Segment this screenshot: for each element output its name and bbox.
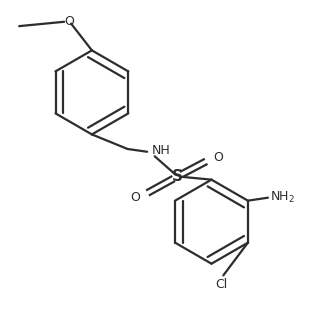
Text: O: O	[64, 15, 74, 28]
Text: NH: NH	[152, 144, 170, 157]
Text: O: O	[213, 150, 223, 164]
Text: O: O	[130, 191, 141, 204]
Text: S: S	[172, 169, 183, 184]
Text: Cl: Cl	[215, 278, 227, 291]
Text: NH$_2$: NH$_2$	[270, 190, 295, 205]
